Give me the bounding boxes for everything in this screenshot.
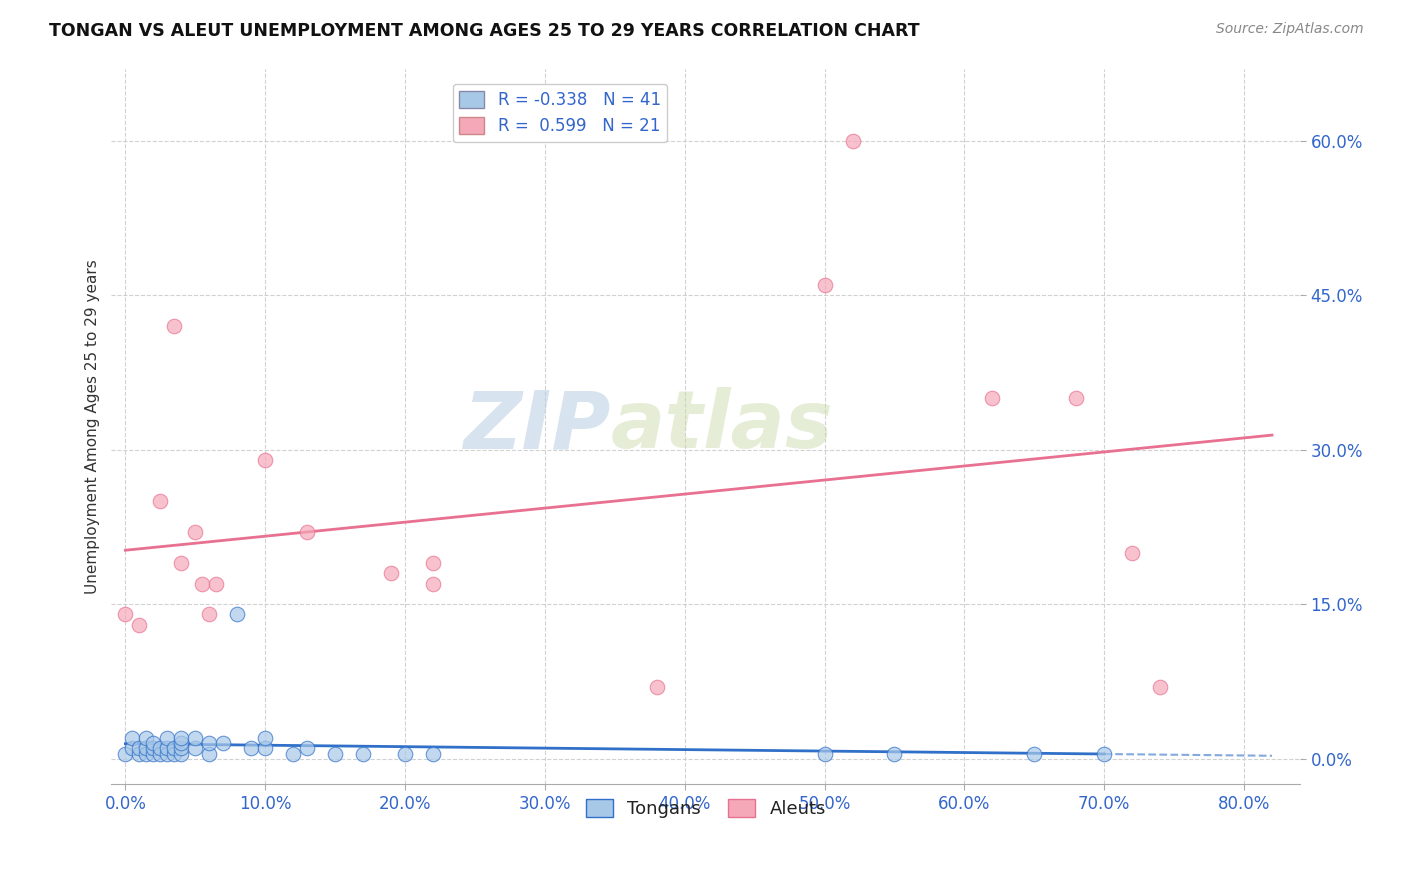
Point — [170, 731, 193, 745]
Point — [1092, 747, 1115, 761]
Point — [198, 607, 221, 622]
Point — [156, 731, 179, 745]
Legend: Tongans, Aleuts: Tongans, Aleuts — [578, 792, 832, 825]
Point — [121, 741, 143, 756]
Point — [149, 741, 172, 756]
Point — [198, 747, 221, 761]
Point — [323, 747, 346, 761]
Point — [135, 747, 157, 761]
Text: Source: ZipAtlas.com: Source: ZipAtlas.com — [1216, 22, 1364, 37]
Point — [114, 747, 136, 761]
Point — [128, 617, 150, 632]
Point — [295, 741, 318, 756]
Point — [142, 747, 165, 761]
Point — [128, 741, 150, 756]
Point — [841, 134, 863, 148]
Point — [422, 556, 444, 570]
Point — [226, 607, 249, 622]
Text: atlas: atlas — [610, 387, 834, 466]
Point — [170, 556, 193, 570]
Point — [163, 747, 186, 761]
Point — [156, 747, 179, 761]
Point — [1121, 546, 1143, 560]
Point — [205, 576, 228, 591]
Point — [1064, 391, 1087, 405]
Point — [184, 524, 207, 539]
Point — [142, 736, 165, 750]
Point — [170, 741, 193, 756]
Point — [352, 747, 374, 761]
Point — [254, 731, 277, 745]
Point — [170, 736, 193, 750]
Point — [212, 736, 235, 750]
Point — [813, 277, 835, 292]
Point — [128, 747, 150, 761]
Point — [380, 566, 402, 581]
Point — [295, 524, 318, 539]
Point — [170, 747, 193, 761]
Point — [394, 747, 416, 761]
Point — [254, 741, 277, 756]
Point — [184, 741, 207, 756]
Y-axis label: Unemployment Among Ages 25 to 29 years: Unemployment Among Ages 25 to 29 years — [86, 259, 100, 594]
Point — [645, 680, 668, 694]
Point — [883, 747, 905, 761]
Text: TONGAN VS ALEUT UNEMPLOYMENT AMONG AGES 25 TO 29 YEARS CORRELATION CHART: TONGAN VS ALEUT UNEMPLOYMENT AMONG AGES … — [49, 22, 920, 40]
Point — [191, 576, 214, 591]
Point — [135, 731, 157, 745]
Point — [149, 747, 172, 761]
Point — [142, 741, 165, 756]
Point — [163, 741, 186, 756]
Point — [1024, 747, 1046, 761]
Point — [240, 741, 263, 756]
Text: ZIP: ZIP — [463, 387, 610, 466]
Point — [422, 747, 444, 761]
Point — [135, 741, 157, 756]
Point — [121, 731, 143, 745]
Point — [283, 747, 305, 761]
Point — [198, 736, 221, 750]
Point — [163, 319, 186, 334]
Point — [813, 747, 835, 761]
Point — [184, 731, 207, 745]
Point — [981, 391, 1004, 405]
Point — [1149, 680, 1171, 694]
Point — [422, 576, 444, 591]
Point — [149, 494, 172, 508]
Point — [254, 453, 277, 467]
Point — [114, 607, 136, 622]
Point — [156, 741, 179, 756]
